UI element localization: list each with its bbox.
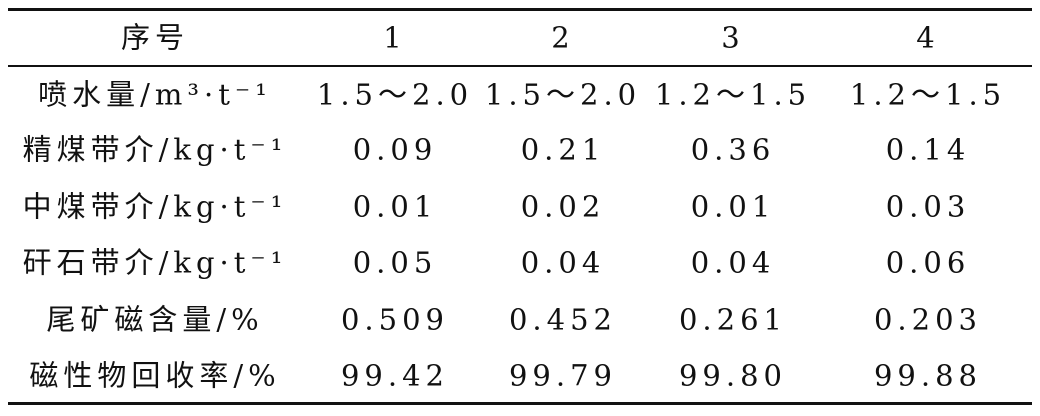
data-cell: 0.261 xyxy=(678,302,788,337)
data-cell: 0.05 xyxy=(352,245,438,280)
data-cell: 0.04 xyxy=(690,245,776,280)
row-label: 喷水量/m³·t⁻¹ xyxy=(38,77,272,112)
data-cell: 0.21 xyxy=(520,132,606,167)
data-cell: 0.01 xyxy=(690,189,776,224)
header-cell: 2 xyxy=(551,20,575,55)
header-cell: 3 xyxy=(721,20,745,55)
data-cell: 1.5～2.0 xyxy=(484,77,642,112)
row-label: 尾矿磁含量/% xyxy=(46,302,264,337)
data-cell: 1.2～1.5 xyxy=(849,77,1007,112)
data-cell: 0.509 xyxy=(340,302,450,337)
data-cell: 0.01 xyxy=(352,189,438,224)
data-cell: 99.42 xyxy=(340,358,450,393)
top-rule xyxy=(8,8,1032,11)
data-cell: 99.88 xyxy=(873,358,983,393)
row-label: 矸石带介/kg·t⁻¹ xyxy=(22,245,288,280)
header-cell: 4 xyxy=(916,20,940,55)
row-label: 精煤带介/kg·t⁻¹ xyxy=(22,132,288,167)
data-cell: 0.06 xyxy=(885,245,971,280)
data-cell: 0.452 xyxy=(508,302,618,337)
data-cell: 99.80 xyxy=(678,358,788,393)
header-cell: 1 xyxy=(383,20,407,55)
bottom-rule xyxy=(8,402,1032,405)
data-cell: 0.36 xyxy=(690,132,776,167)
data-cell: 0.09 xyxy=(352,132,438,167)
data-cell: 0.04 xyxy=(520,245,606,280)
header-cell: 序号 xyxy=(120,20,190,55)
data-cell: 0.02 xyxy=(520,189,606,224)
row-label: 磁性物回收率/% xyxy=(29,358,281,393)
data-cell: 0.203 xyxy=(873,302,983,337)
data-cell: 1.2～1.5 xyxy=(654,77,812,112)
data-cell: 0.03 xyxy=(885,189,971,224)
row-label: 中煤带介/kg·t⁻¹ xyxy=(22,189,288,224)
data-cell: 0.14 xyxy=(885,132,971,167)
header-rule xyxy=(8,65,1032,67)
data-cell: 1.5～2.0 xyxy=(316,77,474,112)
data-cell: 99.79 xyxy=(508,358,618,393)
